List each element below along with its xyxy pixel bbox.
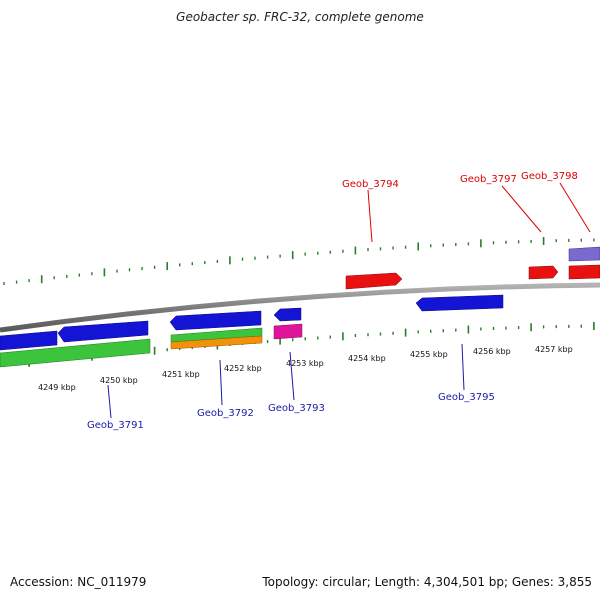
gene-labels: Geob_3794 Geob_3797 Geob_3798 Geob_3791 … <box>87 171 578 431</box>
gene-label[interactable]: Geob_3792 <box>197 408 254 419</box>
gene-arrow-red[interactable] <box>568 264 600 280</box>
gene-label[interactable]: Geob_3795 <box>438 392 495 403</box>
gene-label[interactable]: Geob_3791 <box>87 420 144 431</box>
scale-label: 4252 kbp <box>224 364 262 373</box>
genome-summary-text: Topology: circular; Length: 4,304,501 bp… <box>262 575 592 589</box>
gene-label[interactable]: Geob_3794 <box>342 179 399 190</box>
scale-label: 4253 kbp <box>286 359 324 368</box>
scale-label: 4256 kbp <box>473 347 511 356</box>
gene-arrow-blue[interactable] <box>0 330 58 351</box>
scale-label: 4254 kbp <box>348 354 386 363</box>
gene-arrow-red[interactable] <box>528 265 559 280</box>
forward-strand-genes <box>345 246 600 290</box>
leader-line <box>107 384 112 419</box>
gene-arrow-orange[interactable] <box>170 335 263 350</box>
gene-arrow-green[interactable] <box>0 338 151 368</box>
scale-label: 4250 kbp <box>100 376 138 385</box>
gene-arrow-magenta[interactable] <box>273 323 303 340</box>
leader-line <box>501 185 542 233</box>
gene-arrow-blue[interactable] <box>415 294 504 312</box>
leader-line <box>461 343 465 391</box>
scale-label: 4257 kbp <box>535 345 573 354</box>
gene-label[interactable]: Geob_3798 <box>521 171 578 182</box>
scale-label: 4249 kbp <box>38 383 76 392</box>
leader-line <box>219 359 223 406</box>
leader-line <box>367 189 373 243</box>
reverse-strand-genes <box>0 294 504 368</box>
scale-label: 4251 kbp <box>162 370 200 379</box>
leader-line <box>289 351 295 401</box>
forward-tick-row <box>3 237 595 285</box>
map-title: Geobacter sp. FRC-32, complete genome <box>176 10 424 24</box>
gene-arrow-blue[interactable] <box>169 310 262 331</box>
gene-arrow-blue[interactable] <box>57 320 149 343</box>
accession-text: Accession: NC_011979 <box>10 575 147 589</box>
gene-arrow-violet[interactable] <box>568 246 600 262</box>
label-leaders <box>107 182 591 419</box>
genome-backbone <box>0 282 600 333</box>
scale-labels: 4249 kbp 4250 kbp 4251 kbp 4252 kbp 4253… <box>38 345 573 392</box>
gene-arrow-red[interactable] <box>345 272 403 290</box>
scale-label: 4255 kbp <box>410 350 448 359</box>
gene-label[interactable]: Geob_3793 <box>268 403 325 414</box>
gene-arrow-blue[interactable] <box>273 307 302 322</box>
leader-line <box>559 182 591 233</box>
gene-label[interactable]: Geob_3797 <box>460 174 517 185</box>
